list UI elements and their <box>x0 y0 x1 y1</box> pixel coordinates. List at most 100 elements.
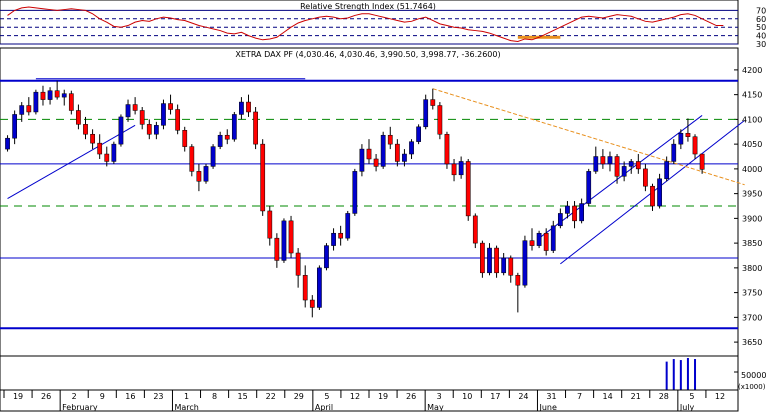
candle-body <box>125 104 131 118</box>
rsi-line <box>7 6 724 42</box>
candle-body <box>40 91 46 100</box>
candle-body <box>380 134 386 167</box>
candle-body <box>203 166 209 182</box>
x-day-label: 7 <box>577 392 582 401</box>
x-day-label: 31 <box>546 392 556 401</box>
candle-body <box>423 99 429 128</box>
candle-body <box>19 105 25 115</box>
x-day-label: 10 <box>462 392 472 401</box>
x-month-label: July <box>679 403 695 412</box>
x-day-label: 16 <box>125 392 135 401</box>
x-axis: 19 26 2 9 16 23 1 8 15 22 29 5 12 19 26 3 10 17 24 31 7 14 21 2… <box>0 389 739 412</box>
x-month-label: May <box>427 403 444 412</box>
candle-body <box>331 232 336 246</box>
candle-body <box>409 141 414 155</box>
candle-body <box>210 146 216 167</box>
candle-body <box>465 161 471 217</box>
price-panel: 3650 3700 3750 3800 3850 3900 3950 4000 4050 4100… <box>0 47 762 357</box>
x-day-label: 2 <box>72 392 77 401</box>
candle-body <box>650 185 655 207</box>
trend-lines <box>7 78 745 265</box>
candle-body <box>579 203 584 222</box>
candle-body <box>90 133 95 144</box>
candle-body <box>309 299 315 308</box>
candle-body <box>182 130 188 147</box>
x-day-label: 28 <box>659 392 669 401</box>
candle-body <box>508 257 514 276</box>
candle-body <box>621 166 627 177</box>
candle-body <box>586 171 592 204</box>
volume-panel-frame <box>0 355 739 391</box>
candle-body <box>132 104 138 111</box>
candle-body <box>572 205 577 222</box>
candle-body <box>699 153 705 170</box>
candle-body <box>387 134 393 145</box>
candle-body <box>345 213 351 239</box>
x-day-label: 26 <box>406 392 416 401</box>
rsi-tick-label: 40 <box>756 32 766 41</box>
rsi-tick-label: 60 <box>756 15 766 24</box>
candle-body <box>76 110 81 125</box>
trend-line <box>538 115 703 239</box>
price-tick-label: 4100 <box>742 115 762 124</box>
candle-body <box>664 161 670 180</box>
candle-body <box>529 240 535 246</box>
x-day-label: 19 <box>378 392 388 401</box>
candle-body <box>281 220 287 261</box>
candle-body <box>593 156 599 172</box>
candle-body <box>47 90 53 100</box>
candle-body <box>33 91 39 113</box>
x-day-label: 15 <box>238 392 248 401</box>
candle-body <box>68 93 74 111</box>
rsi-tick-label: 70 <box>756 6 766 15</box>
candle-body <box>416 126 421 142</box>
volume-bars <box>665 358 697 390</box>
candle-body <box>118 116 124 145</box>
x-month-label: June <box>538 403 557 412</box>
candle-body <box>494 247 499 274</box>
volume-tick-label: 50000 <box>741 371 766 380</box>
x-month-label: February <box>62 403 98 412</box>
candle-body <box>692 136 698 155</box>
price-tick-label: 3850 <box>742 239 762 248</box>
candle-body <box>217 134 223 147</box>
candle-body <box>522 240 528 286</box>
price-tick-label: 4200 <box>742 66 762 75</box>
price-tick-label: 4150 <box>742 91 762 100</box>
candle-body <box>565 205 570 214</box>
x-day-label: 19 <box>13 392 23 401</box>
x-day-label: 5 <box>324 392 329 401</box>
price-tick-label: 3650 <box>742 338 762 347</box>
candle-body <box>104 153 110 162</box>
price-panel-frame <box>0 47 739 357</box>
candle-body <box>458 161 464 176</box>
candle-body <box>501 257 507 274</box>
candle-body <box>444 133 450 165</box>
candle-body <box>480 242 485 274</box>
candle-body <box>451 163 457 176</box>
candle-body <box>54 90 60 98</box>
candle-body <box>146 124 152 135</box>
x-month-label: April <box>315 403 333 412</box>
candle-body <box>253 111 258 145</box>
candle-body <box>338 232 344 239</box>
candle-body <box>643 168 648 187</box>
candle-body <box>231 114 237 140</box>
candle-body <box>557 213 563 227</box>
x-day-label: 29 <box>294 392 304 401</box>
candle-body <box>161 103 166 126</box>
price-tick-label: 3700 <box>742 313 762 322</box>
x-day-label: 17 <box>490 392 500 401</box>
candle-body <box>678 132 684 145</box>
candle-body <box>83 124 88 135</box>
price-tick-label: 3750 <box>742 289 762 298</box>
candle-body <box>437 105 443 135</box>
candle-body <box>196 171 202 182</box>
x-day-label: 8 <box>212 392 217 401</box>
x-month-label: March <box>174 403 198 412</box>
candle-body <box>550 225 556 251</box>
x-day-label: 1 <box>184 392 189 401</box>
trend-line <box>7 124 136 200</box>
